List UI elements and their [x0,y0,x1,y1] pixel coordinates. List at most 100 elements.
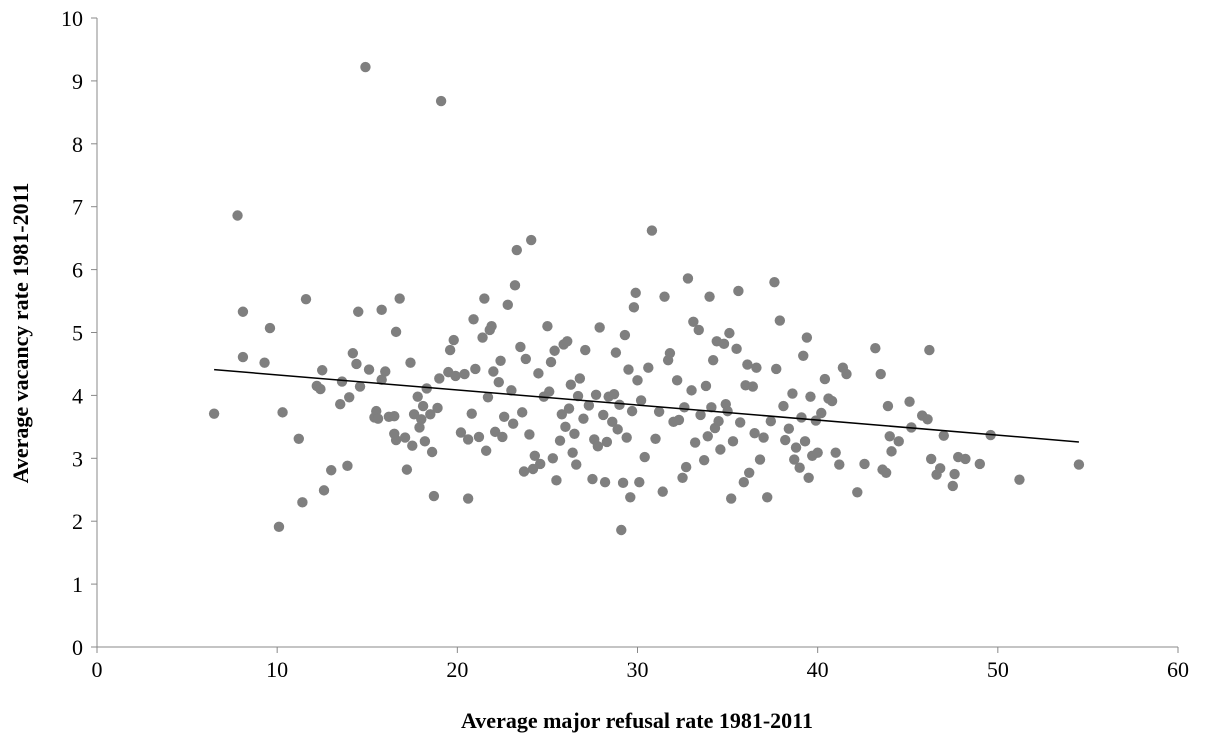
data-point [635,395,647,406]
data-point [718,338,730,350]
data-point [787,388,798,399]
data-point [273,521,285,533]
data-point [477,332,488,343]
data-point [444,344,456,356]
data-point [580,344,591,356]
data-point [616,524,627,536]
axes [91,17,1179,653]
y-tick-label: 7 [72,195,83,220]
data-point [819,373,831,385]
data-point [360,61,371,73]
data-point [401,464,413,475]
x-tick-label: 20 [446,657,468,682]
data-point [607,416,618,428]
data-point [621,432,632,443]
data-point [405,357,416,368]
data-point [617,477,629,489]
data-point [769,276,780,288]
data-point [803,472,814,483]
data-point [468,314,479,325]
data-point [488,366,499,377]
y-tick-label: 6 [72,258,83,283]
data-point [518,466,530,477]
x-tick-label: 0 [92,657,103,682]
data-point [493,376,504,388]
data-point [535,458,546,470]
data-point [507,418,519,429]
data-point [790,442,802,453]
data-point [671,375,683,386]
data-point [315,383,326,395]
data-point [542,321,553,332]
data-point [489,426,501,438]
data-point [778,400,789,412]
data-point [390,326,402,338]
data-point [407,440,418,451]
data-point [626,405,638,417]
data-point [688,316,699,328]
data-point [448,334,459,346]
data-point [949,468,960,480]
x-tick-label: 50 [987,657,1009,682]
data-point [751,362,762,373]
data-point [354,381,366,392]
data-point [509,280,521,291]
data-point [925,453,937,465]
data-point [805,391,816,402]
data-point [432,402,443,414]
data-point [884,431,895,442]
data-point [326,465,337,476]
data-point [682,273,694,284]
data-point [482,392,494,403]
data-point [612,424,623,435]
data-point [731,343,742,355]
data-point [816,407,827,419]
data-point [524,429,535,440]
data-point [347,348,359,359]
data-point [744,467,755,478]
data-point [619,329,631,341]
data-point [893,436,904,447]
data-point [727,436,739,447]
data-point [549,345,560,356]
data-point [922,414,933,425]
data-point [693,324,704,336]
data-point [680,461,692,473]
data-point [527,463,539,475]
data-point [583,400,595,411]
data-point [547,453,559,464]
data-point [934,463,946,474]
data-point [749,427,760,439]
data-point [473,431,485,443]
data-point [353,306,364,317]
data-point [587,473,598,485]
data-point [713,415,724,427]
data-point [293,433,304,445]
y-tick-label: 10 [61,6,83,31]
data-point [812,447,823,458]
data-point [601,436,613,448]
data-point [351,358,362,370]
data-point [628,302,640,313]
data-point [264,322,276,334]
data-point [497,431,508,443]
data-point [336,376,348,387]
data-point [700,380,712,392]
data-point [725,493,737,504]
data-point [762,492,773,503]
data-point [208,408,220,419]
y-tick-label: 2 [72,509,83,534]
data-point [567,447,578,458]
data-point [563,403,575,414]
data-point [715,444,726,455]
data-point [653,406,665,417]
data-point [859,458,870,470]
data-point [774,315,786,326]
y-tick-label: 8 [72,132,83,157]
x-axis-title: Average major refusal rate 1981-2011 [461,708,813,733]
tick-labels: 0 1 2 3 4 5 6 7 8 9 10 0 10 20 30 40 50 60 [61,6,1189,682]
data-point [335,399,346,410]
data-point [698,454,710,466]
data-point [724,327,735,339]
data-point [754,454,766,465]
